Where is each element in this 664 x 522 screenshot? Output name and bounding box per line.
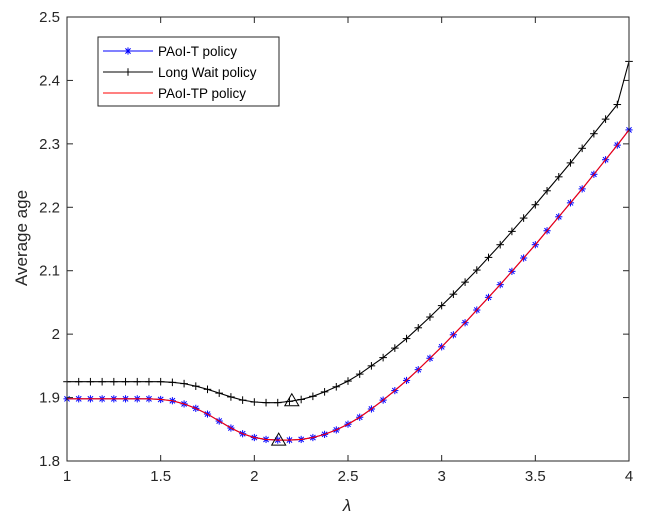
y-axis-label: Average age (12, 190, 31, 286)
series-point-long-wait-policy (227, 393, 235, 401)
legend: PAoI-T policy Long Wait policy PAoI-TP pol… (97, 36, 280, 107)
series-point-long-wait-policy (180, 379, 188, 388)
series-point-long-wait-policy (519, 214, 528, 222)
series-point-long-wait-policy (74, 377, 83, 386)
annotation-triangle (270, 432, 287, 446)
legend-label-paoi-t-policy: PAoI-T policy (158, 44, 237, 59)
series-point-long-wait-policy (601, 115, 610, 123)
annotation-layer (270, 392, 300, 446)
series-point-long-wait-policy (566, 159, 575, 167)
series-point-long-wait-policy (613, 100, 622, 109)
series-point-long-wait-policy (297, 395, 305, 404)
series-point-long-wait-policy (496, 240, 505, 249)
x-tick-label: 2.5 (338, 468, 359, 485)
series-point-long-wait-policy (133, 377, 142, 386)
series-point-long-wait-policy (472, 266, 481, 274)
series-point-long-wait-policy (86, 377, 95, 386)
y-tick-label: 2.1 (39, 263, 60, 280)
series-line-paoi-tp-policy (67, 129, 630, 441)
series-point-long-wait-policy (414, 324, 423, 332)
y-tick-label: 1.9 (39, 390, 60, 407)
series-point-long-wait-policy (355, 370, 364, 378)
series-point-long-wait-policy (145, 377, 153, 386)
series-point-long-wait-policy (203, 385, 212, 394)
x-tick-label: 3.5 (525, 468, 546, 485)
legend-marker-long-wait-policy (124, 68, 132, 76)
legend-label-paoi-tp-policy: PAoI-TP policy (158, 86, 246, 101)
series-point-long-wait-policy (110, 377, 118, 386)
series-point-long-wait-policy (238, 396, 247, 404)
series-point-long-wait-policy (250, 398, 259, 406)
series-point-long-wait-policy (191, 382, 200, 390)
x-tick-label: 1.5 (150, 468, 171, 485)
series-point-long-wait-policy (121, 377, 130, 386)
series-point-long-wait-policy (461, 278, 469, 286)
series-point-long-wait-policy (262, 398, 270, 407)
series-layer (63, 57, 633, 444)
y-tick-label: 2.2 (39, 199, 60, 216)
series-point-long-wait-policy (391, 344, 399, 352)
series-point-long-wait-policy (320, 388, 329, 396)
tick-layer: 1 1.5 2 2.5 3 3.5 4 1.8 1.9 2 2.1 2.2 2.3 2.4 2.5 (39, 9, 633, 485)
series-point-long-wait-policy (273, 398, 282, 407)
series-point-long-wait-policy (426, 313, 434, 321)
y-tick-label: 2.3 (39, 136, 60, 153)
series-point-long-wait-policy (332, 382, 341, 391)
series-point-long-wait-policy (309, 392, 317, 401)
legend-marker-paoi-t-policy (124, 47, 132, 55)
series-point-long-wait-policy (449, 290, 458, 298)
y-tick-label: 2.5 (39, 9, 60, 26)
x-tick-label: 3 (437, 468, 445, 485)
annotation-triangle (283, 392, 300, 407)
series-point-long-wait-policy (578, 144, 586, 153)
series-point-long-wait-policy (484, 253, 493, 262)
series-point-long-wait-policy (554, 173, 563, 181)
series-point-long-wait-policy (156, 377, 165, 386)
series-point-long-wait-policy (379, 353, 387, 362)
x-axis-label: λ (342, 496, 351, 515)
series-point-long-wait-policy (215, 389, 224, 397)
series-point-long-wait-policy (437, 301, 446, 310)
series-point-long-wait-policy (98, 377, 106, 386)
y-tick-label: 1.8 (39, 453, 60, 470)
x-tick-label: 2 (250, 468, 258, 485)
series-point-long-wait-policy (344, 377, 352, 385)
y-tick-label: 2 (52, 326, 60, 343)
series-point-long-wait-policy (367, 362, 376, 370)
x-tick-label: 1 (63, 468, 71, 485)
legend-label-long-wait-policy: Long Wait policy (158, 65, 257, 80)
series-point-long-wait-policy (590, 129, 598, 138)
x-tick-label: 4 (625, 468, 633, 485)
series-point-long-wait-policy (543, 186, 551, 195)
series-point-long-wait-policy (168, 378, 177, 387)
series-point-long-wait-policy (531, 200, 540, 209)
series-point-long-wait-policy (402, 334, 411, 343)
series-point-long-wait-policy (508, 227, 516, 236)
y-tick-label: 2.4 (39, 72, 60, 89)
